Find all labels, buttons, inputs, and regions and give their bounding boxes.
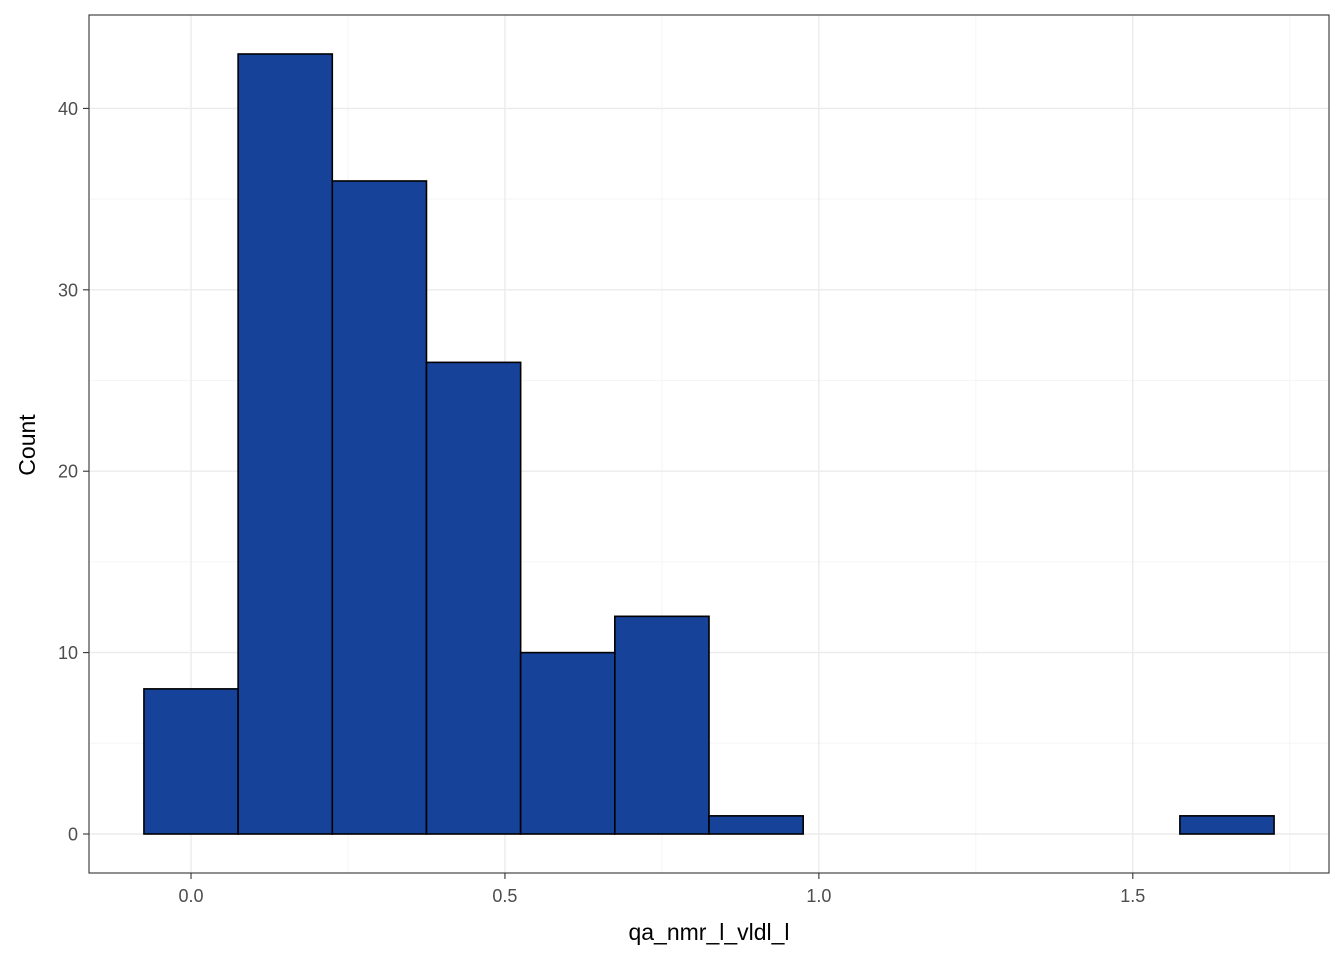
panel-border [88,14,1330,874]
histogram-bar-4 [519,651,616,835]
y-tick-label: 10 [58,643,78,663]
x-axis-title: qa_nmr_l_vldl_l [628,919,789,945]
x-tick-label: 1.0 [806,886,831,906]
histogram-bar-0 [143,688,239,835]
y-tick-label: 20 [58,462,78,482]
histogram-bar-5 [614,615,710,835]
x-tick-label: 1.5 [1120,886,1145,906]
histogram-bar-3 [425,361,522,835]
histogram-bar-1 [237,53,334,835]
x-tick-label: 0.5 [492,886,517,906]
histogram-bar-11 [1179,815,1275,835]
histogram-bar-6 [708,815,804,835]
histogram-bars [143,53,1275,835]
y-tick-label: 0 [68,825,78,845]
x-tick-label: 0.0 [179,886,204,906]
y-axis-title: Count [14,414,40,476]
y-tick-label: 40 [58,99,78,119]
histogram-bar-2 [331,180,428,835]
y-tick-label: 30 [58,280,78,300]
x-axis-ticks: 0.0 0.5 1.0 1.5 [179,873,1145,906]
y-axis-ticks: 0 10 20 30 40 [58,99,89,845]
